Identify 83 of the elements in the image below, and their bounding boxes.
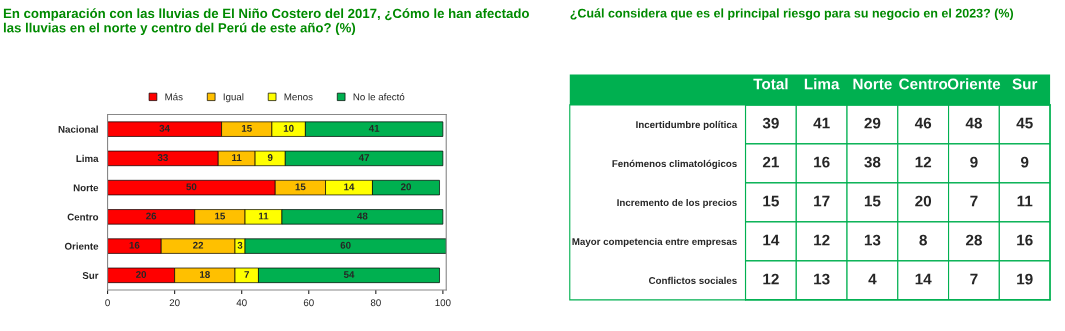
legend-label: Igual [223,93,244,103]
data-label: 50 [186,183,197,191]
data-label: 14 [344,183,355,191]
data-label: 15 [864,195,881,207]
y-tick-label: Oriente [64,242,99,250]
data-label: 28 [965,234,982,246]
x-tick-label: 80 [370,299,381,307]
data-label: 48 [965,117,982,129]
data-label: 11 [232,154,242,161]
data-label: 16 [814,156,830,168]
data-label: 34 [159,124,170,132]
x-tick-label: 100 [435,299,451,307]
data-label: 15 [763,195,779,207]
x-tick-label: Centro [899,78,948,90]
data-label: 38 [864,156,881,168]
y-tick-label: Sur [82,272,99,279]
data-label: 7 [970,195,978,207]
data-label: 45 [1016,117,1033,129]
data-label: 4 [868,273,877,285]
data-label: 10 [283,124,294,132]
data-label: 20 [136,271,147,278]
x-tick-label: Oriente [947,78,1001,90]
data-label: 29 [864,117,881,129]
data-label: 54 [343,271,355,278]
data-label: 18 [200,271,210,278]
data-label: 12 [763,273,779,285]
data-label: 8 [919,234,927,246]
data-label: 33 [157,154,168,162]
data-label: 60 [340,241,351,249]
data-label: 16 [129,241,140,249]
data-label: 13 [814,273,830,285]
data-label: 15 [241,124,252,132]
data-label: 20 [400,183,412,191]
data-label: 12 [915,156,932,168]
data-label: 46 [914,117,932,129]
chart-title: ¿Cuál considera que es el principal riesgo para su negocio en el 2023? (%) [570,8,1014,21]
data-label: 15 [295,183,306,191]
data-label: 14 [915,273,932,285]
data-label: 41 [813,117,830,129]
data-label: 41 [368,124,380,132]
y-tick-label: Mayor competencia entre empresas [572,237,737,247]
x-tick-label: 40 [236,299,247,307]
x-tick-label: Lima [804,78,840,90]
y-tick-label: Incremento de los precios [617,198,737,208]
data-label: 39 [762,117,779,129]
data-label: 19 [1017,273,1033,285]
x-tick-label: Sur [1012,78,1038,90]
y-tick-label: Lima [76,154,99,162]
y-tick-label: Centro [67,213,99,221]
legend-label: No le afectó [353,93,405,101]
data-label: 12 [814,234,830,246]
legend-label: Más [165,93,183,101]
chart-title: En comparación con las lluvias de El Niño Costero del 2017, ¿Cómo le han afectado las lluvias en el norte y centro del Perú de este año? (%) [3,8,529,36]
data-label: 26 [146,212,157,220]
data-label: 7 [970,273,978,285]
data-label: 11 [258,212,269,220]
data-label: 22 [193,241,204,249]
data-label: 3 [237,241,243,249]
y-tick-label: Nacional [58,125,98,133]
data-label: 9 [970,156,978,168]
x-tick-label: 60 [303,299,314,307]
data-label: 9 [267,154,273,161]
data-label: 21 [762,156,779,168]
data-label: 13 [864,234,881,246]
data-label: 17 [814,195,830,207]
data-label: 48 [357,212,368,220]
data-label: 15 [215,212,226,220]
data-label: 47 [358,154,370,161]
y-tick-label: Fenómenos climatológicos [612,159,737,170]
data-label: 16 [1017,234,1033,246]
x-tick-label: 0 [105,299,110,307]
data-label: 11 [1017,195,1033,207]
data-label: 20 [915,195,932,207]
x-tick-label: 20 [169,299,180,307]
data-label: 9 [1020,156,1029,168]
data-label: 14 [763,234,780,246]
x-tick-label: Norte [853,78,892,90]
x-tick-label: Total [753,78,788,90]
legend-label: Menos [284,93,313,101]
y-tick-label: Incertidumbre política [636,120,738,131]
y-tick-label: Norte [73,184,99,192]
y-tick-label: Conflictos sociales [648,276,737,285]
data-label: 7 [244,271,249,278]
